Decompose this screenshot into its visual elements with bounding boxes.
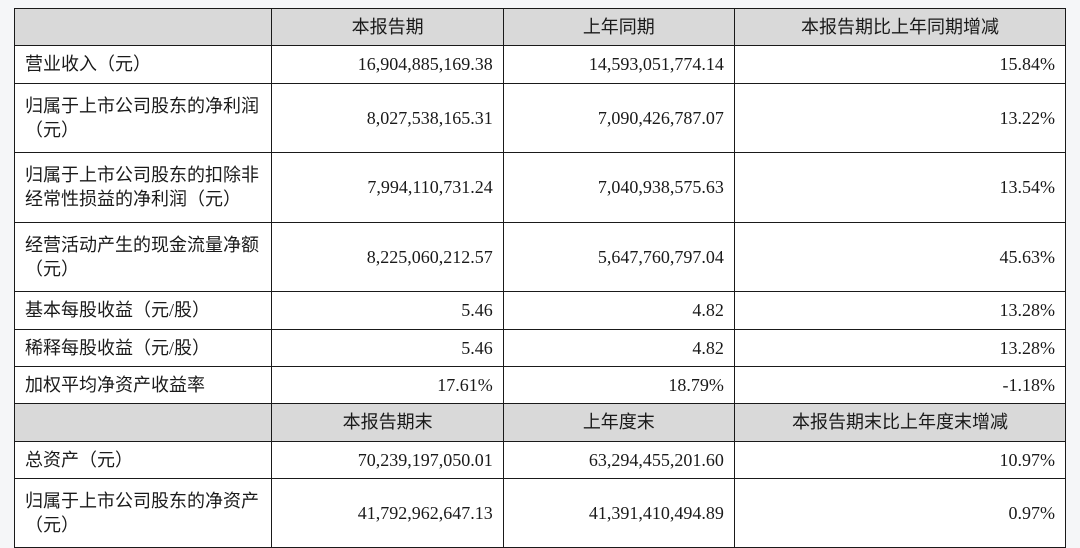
row-value-current: 16,904,885,169.38 — [272, 46, 503, 83]
header-prior-period: 上年同期 — [503, 9, 734, 46]
header-change-1: 本报告期比上年同期增减 — [734, 9, 1065, 46]
table-row: 归属于上市公司股东的净利润（元） 8,027,538,165.31 7,090,… — [15, 83, 1066, 153]
row-value-current: 17.61% — [272, 366, 503, 403]
financial-table: 本报告期 上年同期 本报告期比上年同期增减 营业收入（元） 16,904,885… — [14, 8, 1066, 548]
row-value-change: 13.28% — [734, 329, 1065, 366]
table-row: 加权平均净资产收益率 17.61% 18.79% -1.18% — [15, 366, 1066, 403]
row-value-change: 13.54% — [734, 153, 1065, 223]
table-row: 基本每股收益（元/股） 5.46 4.82 13.28% — [15, 292, 1066, 329]
header-year-end: 上年度末 — [503, 404, 734, 441]
table-row: 总资产（元） 70,239,197,050.01 63,294,455,201.… — [15, 441, 1066, 478]
header-change-2: 本报告期末比上年度末增减 — [734, 404, 1065, 441]
header-period-end: 本报告期末 — [272, 404, 503, 441]
row-label: 经营活动产生的现金流量净额（元） — [15, 222, 272, 292]
row-value-prior: 4.82 — [503, 292, 734, 329]
row-value-prior: 18.79% — [503, 366, 734, 403]
row-value-prior: 7,040,938,575.63 — [503, 153, 734, 223]
row-label: 归属于上市公司股东的净利润（元） — [15, 83, 272, 153]
row-value-current: 8,027,538,165.31 — [272, 83, 503, 153]
row-value-prior: 63,294,455,201.60 — [503, 441, 734, 478]
row-label: 总资产（元） — [15, 441, 272, 478]
table-row: 经营活动产生的现金流量净额（元） 8,225,060,212.57 5,647,… — [15, 222, 1066, 292]
header-blank-1 — [15, 9, 272, 46]
row-value-current: 8,225,060,212.57 — [272, 222, 503, 292]
row-label: 营业收入（元） — [15, 46, 272, 83]
row-value-current: 5.46 — [272, 329, 503, 366]
row-label: 基本每股收益（元/股） — [15, 292, 272, 329]
table-row: 归属于上市公司股东的扣除非经常性损益的净利润（元） 7,994,110,731.… — [15, 153, 1066, 223]
row-value-prior: 4.82 — [503, 329, 734, 366]
row-label: 归属于上市公司股东的扣除非经常性损益的净利润（元） — [15, 153, 272, 223]
row-value-current: 5.46 — [272, 292, 503, 329]
row-value-prior: 14,593,051,774.14 — [503, 46, 734, 83]
table-row: 营业收入（元） 16,904,885,169.38 14,593,051,774… — [15, 46, 1066, 83]
row-value-change: 13.22% — [734, 83, 1065, 153]
row-value-prior: 5,647,760,797.04 — [503, 222, 734, 292]
row-value-prior: 7,090,426,787.07 — [503, 83, 734, 153]
row-value-current: 41,792,962,647.13 — [272, 478, 503, 548]
table-row: 归属于上市公司股东的净资产（元） 41,792,962,647.13 41,39… — [15, 478, 1066, 548]
row-label: 归属于上市公司股东的净资产（元） — [15, 478, 272, 548]
header-blank-2 — [15, 404, 272, 441]
row-value-change: 15.84% — [734, 46, 1065, 83]
row-value-change: 13.28% — [734, 292, 1065, 329]
header-row-2: 本报告期末 上年度末 本报告期末比上年度末增减 — [15, 404, 1066, 441]
row-value-change: -1.18% — [734, 366, 1065, 403]
row-value-current: 7,994,110,731.24 — [272, 153, 503, 223]
row-label: 稀释每股收益（元/股） — [15, 329, 272, 366]
header-row-1: 本报告期 上年同期 本报告期比上年同期增减 — [15, 9, 1066, 46]
row-value-change: 0.97% — [734, 478, 1065, 548]
row-value-change: 10.97% — [734, 441, 1065, 478]
table-row: 稀释每股收益（元/股） 5.46 4.82 13.28% — [15, 329, 1066, 366]
header-current-period: 本报告期 — [272, 9, 503, 46]
row-value-change: 45.63% — [734, 222, 1065, 292]
row-value-prior: 41,391,410,494.89 — [503, 478, 734, 548]
row-label: 加权平均净资产收益率 — [15, 366, 272, 403]
row-value-current: 70,239,197,050.01 — [272, 441, 503, 478]
